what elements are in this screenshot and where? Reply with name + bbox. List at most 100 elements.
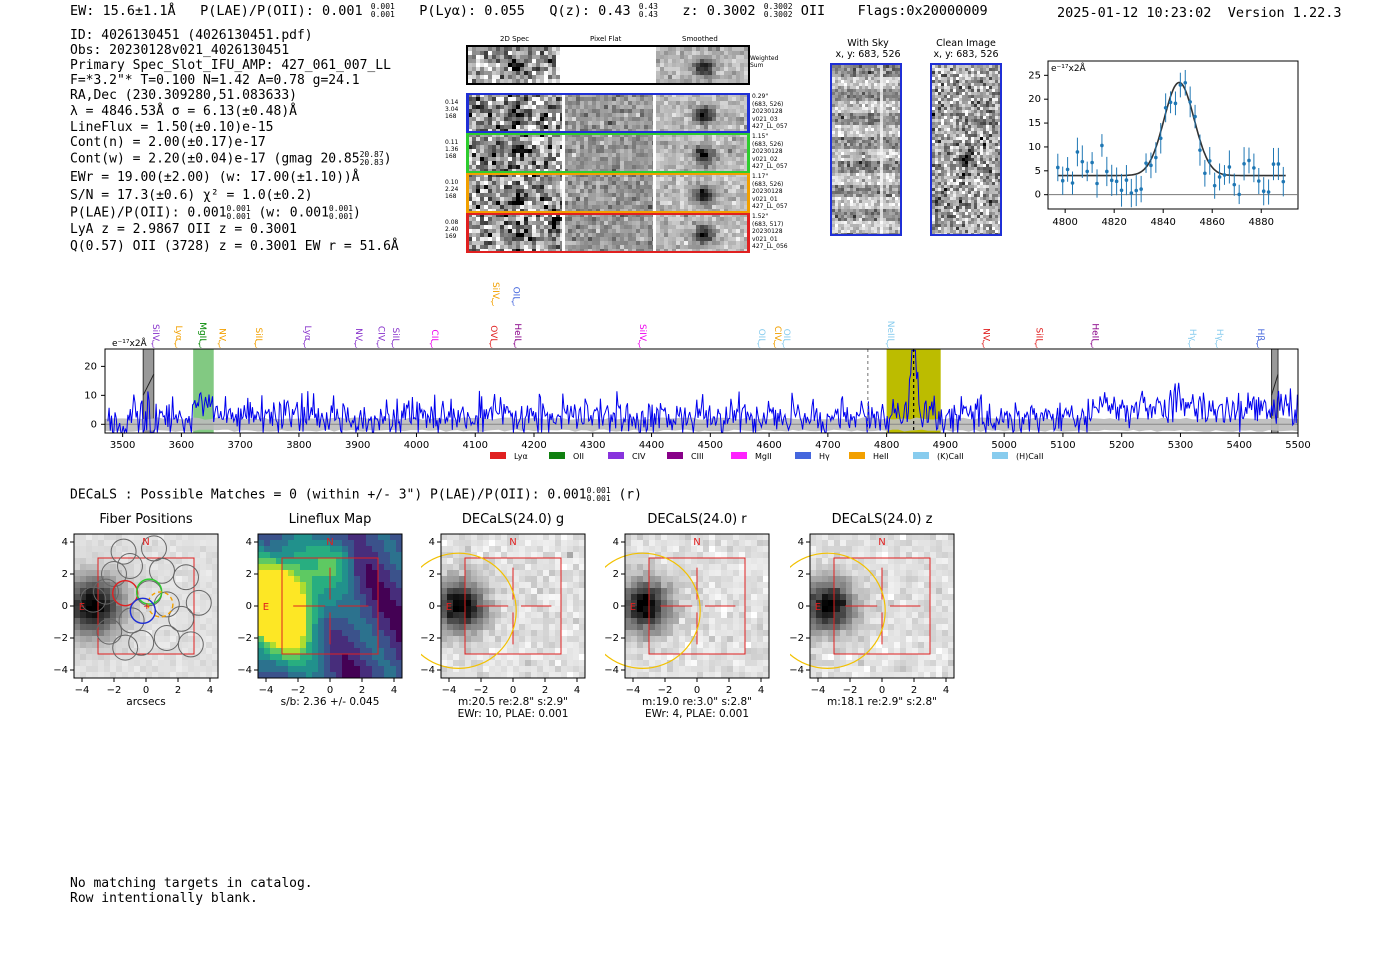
decals-xtick: 4	[574, 685, 580, 696]
decals-xtick: 4	[391, 685, 397, 696]
decals-xtick: 2	[542, 685, 548, 696]
info-contn: Cont(n) = 2.00(±0.17)e-17	[70, 135, 266, 150]
decals-panel-title: DECaLS(24.0) g	[461, 512, 565, 527]
decals-ytick: 0	[613, 601, 619, 612]
fiber-circle-blue	[129, 597, 156, 624]
cutout-row-stats: 0.10 2.24 168	[445, 179, 459, 200]
spectrum-line-label: OII	[756, 329, 766, 341]
fit-plot-xtick: 4880	[1249, 217, 1274, 228]
fit-plot-ytick: 10	[1028, 142, 1041, 153]
cutout-row-image	[466, 93, 750, 133]
decals-xtick: 2	[175, 685, 181, 696]
info-ewr: EWr = 19.00(±2.00) (w: 17.00(±1.10))Å	[70, 170, 360, 185]
info-sn: S/N = 17.3(±0.6) χ² = 1.0(±0.2)	[70, 188, 313, 203]
legend-swatch	[795, 452, 811, 459]
spectrum-line-tick: {	[150, 339, 155, 348]
decals-panel-image: + N E −4 −4 −2 −2 0 0 2 2 4 4	[54, 533, 219, 696]
spectrum-xtick: 3800	[286, 440, 311, 451]
fit-data-point	[1276, 162, 1281, 166]
decals-ytick: 2	[613, 569, 619, 580]
footer-line-2: Row intentionally blank.	[70, 891, 258, 906]
header-ew: EW: 15.6±1.1Å	[70, 3, 176, 19]
spectrum-line-label: CIV	[375, 326, 385, 342]
spectrum-xtick: 4100	[463, 440, 488, 451]
fit-data-point	[1075, 150, 1080, 154]
fit-data-point	[1227, 165, 1232, 169]
cutout-row-meta: 0.29" (683, 526) 20230128 v021_03 427_LL_057	[752, 93, 788, 130]
spectrum-line-label: NV	[353, 328, 363, 342]
east-label: E	[630, 602, 636, 613]
spectrum-line-label: HeII	[512, 323, 522, 341]
decals-panel-image: N E −4 −4 −2 −2 0 0 2 2 4 4	[605, 533, 770, 696]
spectrum-line-tick: {	[353, 339, 358, 348]
fit-data-point	[1266, 190, 1271, 194]
decals-ytick: 4	[613, 537, 619, 548]
fit-data-point	[1144, 161, 1148, 165]
fiber-circle	[118, 607, 145, 634]
spectrum-xtick: 4500	[698, 440, 723, 451]
clean-image-title: Clean Image x, y: 683, 526	[933, 38, 999, 60]
fiber-circle-orange	[147, 591, 174, 618]
spectrum-line-tick: {	[1187, 339, 1192, 348]
fiber-circle	[80, 586, 107, 613]
legend-label: MgII	[755, 452, 772, 461]
header-plae-range: 0.001 0.001	[370, 2, 395, 19]
legend-swatch	[549, 452, 565, 459]
fit-data-point	[1129, 191, 1134, 195]
decals-ytick: 0	[62, 601, 68, 612]
spectrum-line-tick: {	[756, 339, 761, 348]
header-datetime: 2025-01-12 10:23:02	[1057, 5, 1212, 21]
full-spectrum-chart: 3500 3600 3700 3800 3900 4000 4100 4200 4300 4400…	[84, 282, 1310, 461]
cutout-row-stats: 0.08 2.40 169	[445, 219, 459, 240]
fit-data-point	[1085, 169, 1090, 174]
spectrum-line-label: OII	[781, 329, 791, 341]
cutout-header-smoothed: Smoothed	[682, 35, 718, 43]
cutout-row-meta: 1.15" (683, 526) 20230128 v021_02 427_LL_057	[752, 133, 788, 170]
fiber-circle	[112, 634, 139, 661]
info-contw: Cont(w) = 2.20(±0.04)e-17 (gmag 20.85 20.…	[70, 150, 392, 167]
fit-data-point	[1188, 100, 1192, 104]
fit-data-point	[1149, 163, 1153, 168]
spectrum-xtick: 5000	[991, 440, 1016, 451]
decals-heading: DECaLS : Possible Matches = 0 (within +/…	[70, 486, 642, 503]
fit-plot-xtick: 4860	[1199, 217, 1224, 228]
decals-xtick: 0	[694, 685, 700, 696]
header-z: z: 0.3002	[682, 3, 756, 19]
decals-ytick: 0	[429, 601, 435, 612]
header-qz: Q(z): 0.43	[549, 3, 631, 19]
spectrum-line-label: NV	[981, 328, 991, 342]
fit-data-point	[1168, 100, 1173, 105]
spectrum-line-label: Hβ	[1255, 328, 1265, 341]
spectrum-xtick: 5400	[1227, 440, 1252, 451]
fiber-circle	[110, 538, 137, 565]
cutout-row-image	[466, 173, 750, 213]
spectrum-xtick: 3900	[345, 440, 370, 451]
spectrum-series-line	[107, 349, 1298, 435]
spectrum-line-tick: {	[1255, 339, 1260, 348]
spectrum-xtick: 5200	[1109, 440, 1134, 451]
spectrum-xtick: 3500	[110, 440, 135, 451]
fit-data-point	[1203, 171, 1207, 176]
decals-panel-caption: m:20.5 re:2.8" s:2.9" EWr: 10, PLAE: 0.00…	[457, 696, 569, 720]
decals-ytick: 2	[798, 569, 804, 580]
fit-plot-ytick: 15	[1028, 118, 1041, 129]
weighted-label: Weighted Sum	[750, 55, 779, 69]
legend-label: (H)CaII	[1016, 452, 1043, 461]
decals-ytick: −4	[238, 665, 252, 676]
fit-data-point	[1056, 165, 1060, 170]
cutout-header-2dspec: 2D Spec	[500, 35, 530, 43]
weighted-sum-image	[466, 45, 750, 85]
spectrum-ylabel: e⁻¹⁷x2Å	[112, 337, 148, 349]
spectrum-line-label: OVI	[488, 325, 498, 341]
decals-ytick: −2	[605, 633, 619, 644]
info-q: Q(0.57) OII (3728) z = 0.3001 EW r = 51.…	[70, 239, 399, 254]
decals-panel-image: N E −4 −4 −2 −2 0 0 2 2 4 4	[238, 533, 403, 696]
spectrum-line-label: SiIV	[490, 282, 500, 300]
decals-xtick: −2	[474, 685, 489, 696]
with-sky-title: With Sky x, y: 683, 526	[835, 38, 901, 60]
decals-xtick: −4	[626, 685, 641, 696]
spectrum-line-tick: {	[197, 339, 202, 348]
cutout-row-meta: 1.52" (683, 517) 20230128 v021_01 427_LL_056	[752, 213, 788, 250]
spectrum-xtick: 4300	[580, 440, 605, 451]
decals-panel-image: N E −4 −4 −2 −2 0 0 2 2 4 4	[790, 533, 955, 696]
